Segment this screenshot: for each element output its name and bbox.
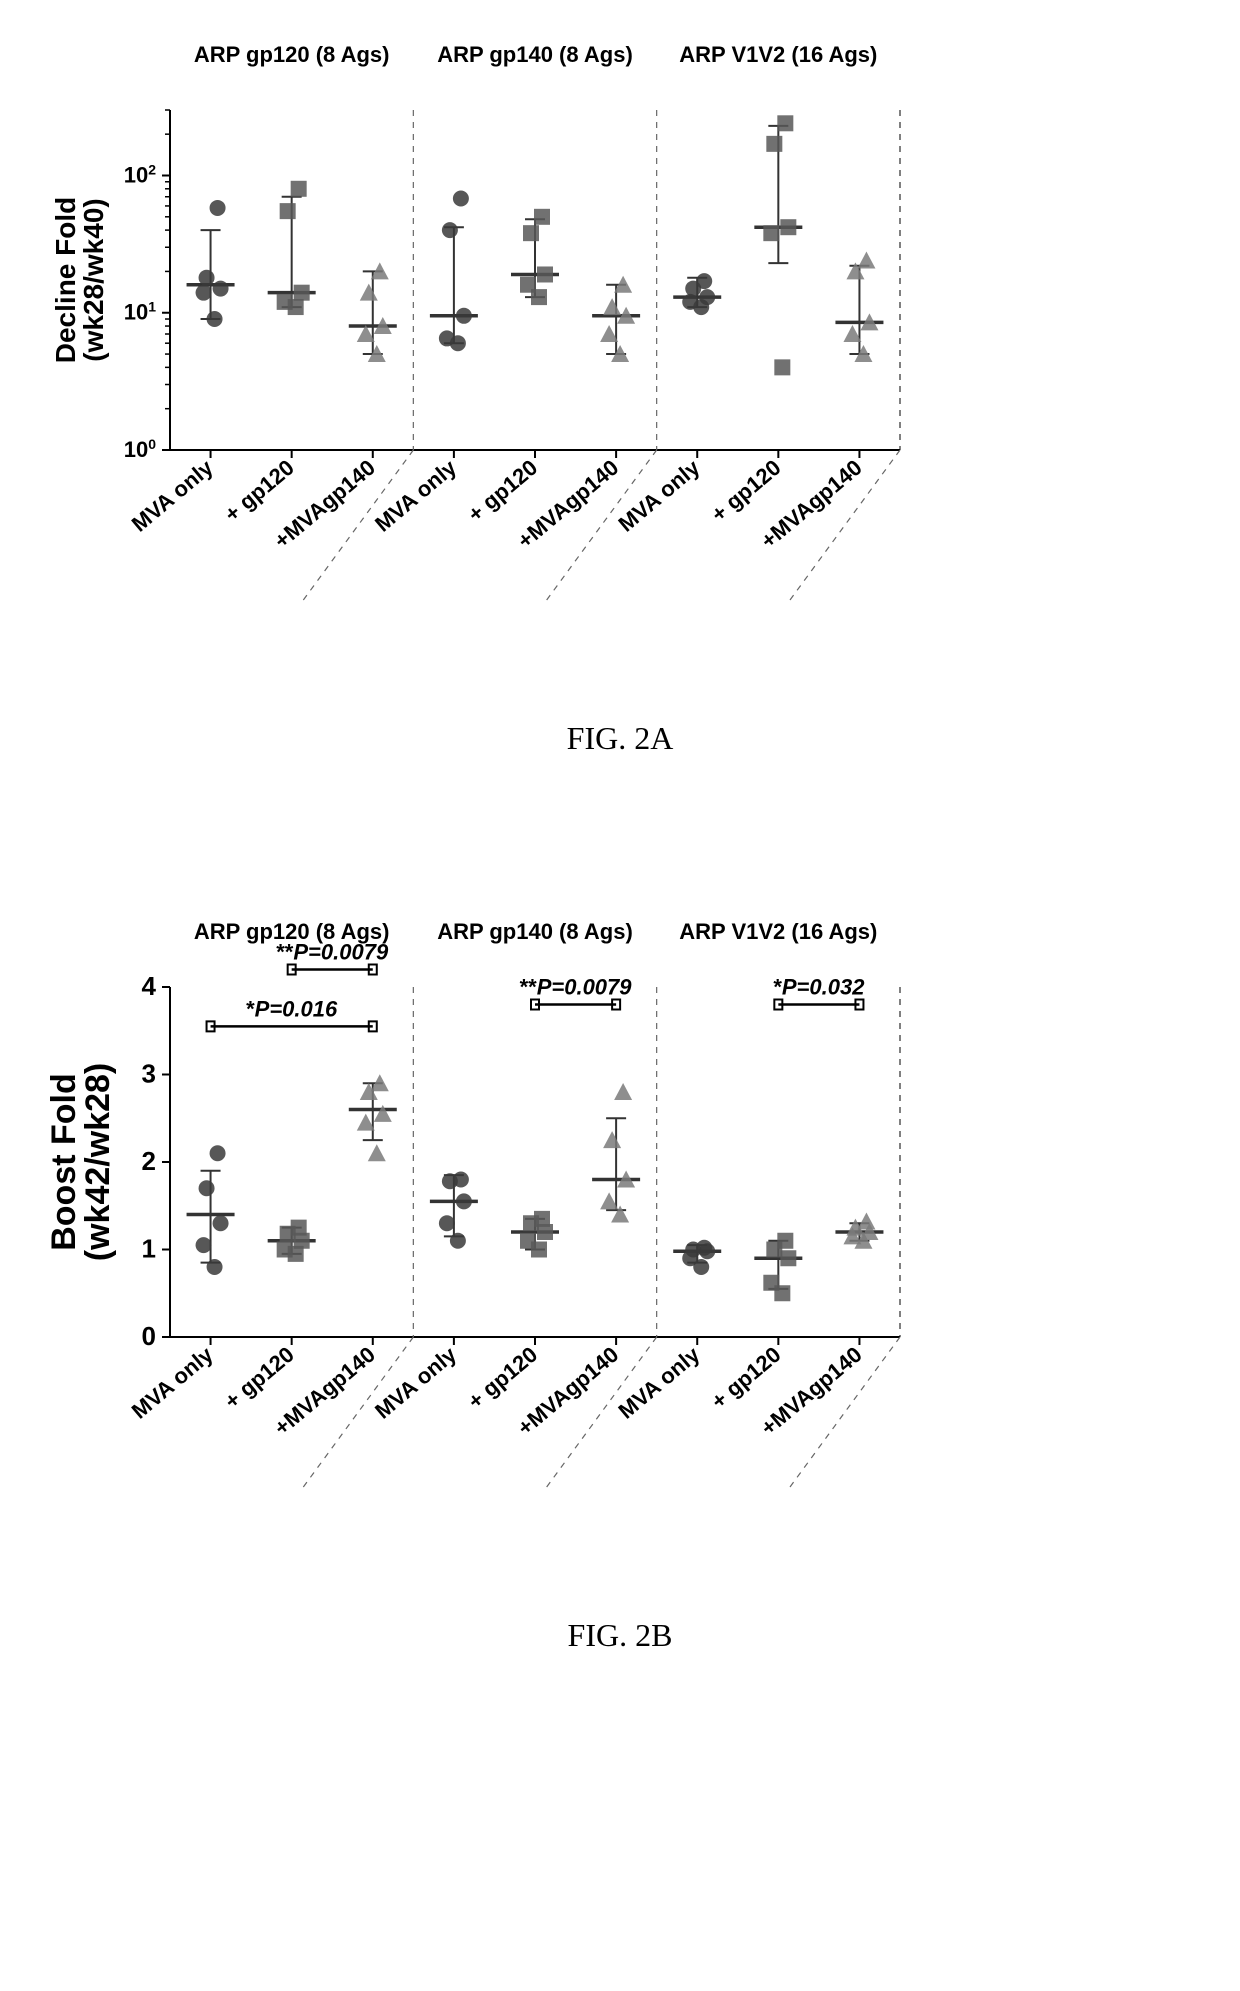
svg-text:102: 102	[124, 161, 156, 187]
svg-text:Boost Fold(wk42/wk28): Boost Fold(wk42/wk28)	[45, 1063, 117, 1261]
svg-text:101: 101	[124, 299, 156, 325]
figure-2a: 100 101 102 Decline Fold(wk28/wk40) ARP gp12…	[20, 20, 1220, 757]
caption-2a: FIG. 2A	[20, 720, 1220, 757]
svg-text:+ gp120: + gp120	[463, 1342, 542, 1414]
svg-text:100: 100	[124, 436, 156, 462]
svg-text:2: 2	[142, 1146, 156, 1176]
chart-a: 100 101 102 Decline Fold(wk28/wk40) ARP gp12…	[20, 20, 1220, 700]
svg-text:**P=0.0079: **P=0.0079	[520, 975, 633, 1000]
svg-text:ARP gp120 (8 Ags): ARP gp120 (8 Ags)	[194, 42, 390, 67]
svg-text:+ gp120: + gp120	[706, 455, 785, 527]
svg-text:MVA only: MVA only	[127, 1341, 219, 1423]
svg-text:MVA only: MVA only	[613, 454, 705, 536]
svg-text:MVA only: MVA only	[127, 454, 219, 536]
svg-text:4: 4	[142, 971, 157, 1001]
svg-text:+ gp120: + gp120	[220, 455, 299, 527]
svg-text:+ gp120: + gp120	[706, 1342, 785, 1414]
svg-text:ARP V1V2 (16 Ags): ARP V1V2 (16 Ags)	[679, 42, 877, 67]
svg-text:Decline Fold(wk28/wk40): Decline Fold(wk28/wk40)	[50, 197, 109, 363]
svg-text:ARP V1V2 (16 Ags): ARP V1V2 (16 Ags)	[679, 919, 877, 944]
svg-text:+ gp120: + gp120	[463, 455, 542, 527]
svg-text:**P=0.0079: **P=0.0079	[276, 940, 389, 965]
svg-text:3: 3	[142, 1059, 156, 1089]
svg-text:MVA only: MVA only	[613, 1341, 705, 1423]
svg-text:0: 0	[142, 1321, 156, 1351]
svg-text:MVA only: MVA only	[370, 454, 462, 536]
chart-b: 01234Boost Fold(wk42/wk28)ARP gp120 (8 A…	[20, 817, 1220, 1597]
svg-text:ARP gp140 (8 Ags): ARP gp140 (8 Ags)	[437, 42, 633, 67]
svg-text:ARP gp140 (8 Ags): ARP gp140 (8 Ags)	[437, 919, 633, 944]
figure-2b: 01234Boost Fold(wk42/wk28)ARP gp120 (8 A…	[20, 817, 1220, 1654]
svg-text:*P=0.032: *P=0.032	[773, 975, 865, 1000]
svg-text:*P=0.016: *P=0.016	[246, 996, 338, 1021]
svg-text:MVA only: MVA only	[370, 1341, 462, 1423]
caption-2b: FIG. 2B	[20, 1617, 1220, 1654]
svg-text:+ gp120: + gp120	[220, 1342, 299, 1414]
svg-text:1: 1	[142, 1234, 156, 1264]
